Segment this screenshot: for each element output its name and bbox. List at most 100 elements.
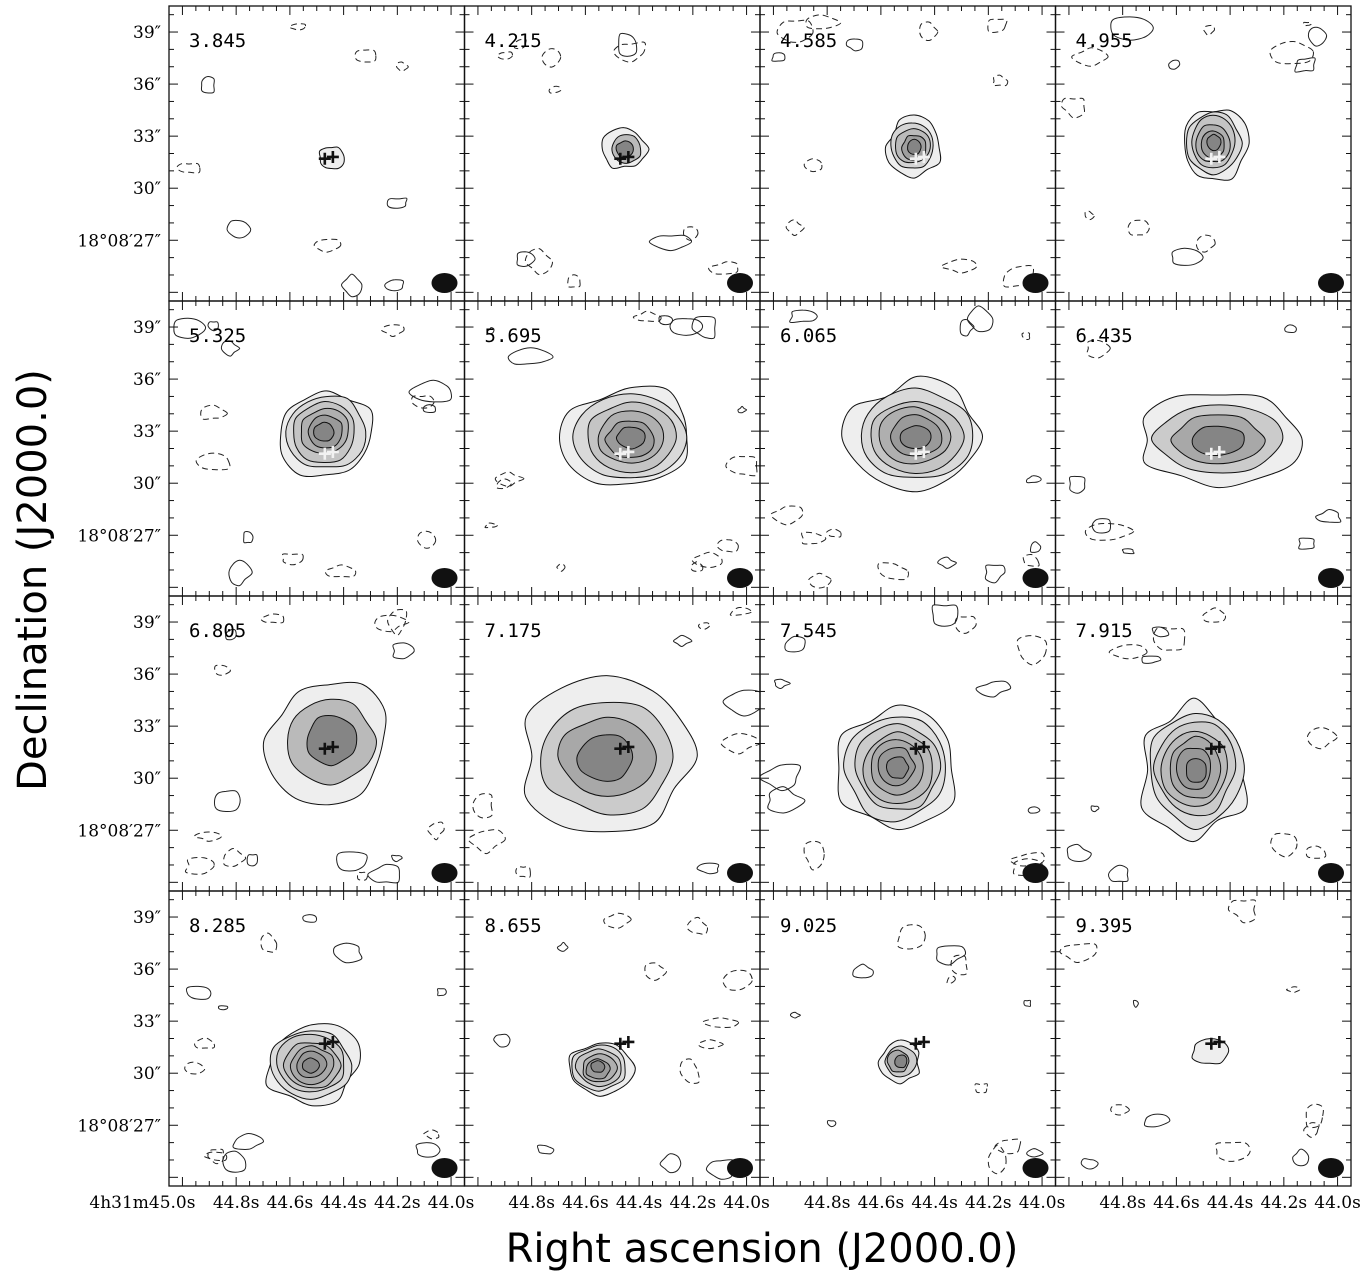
star-marker [622, 1035, 635, 1048]
noise-contour [691, 551, 723, 569]
velocity-label: 9.025 [780, 915, 837, 937]
star-marker [622, 445, 635, 458]
star-marker [318, 447, 331, 460]
noise-contour [708, 261, 739, 275]
noise-contour [618, 32, 638, 57]
noise-contour [648, 234, 693, 252]
panel-contents [484, 310, 758, 588]
emission-contour [306, 715, 358, 767]
noise-contour [507, 347, 554, 365]
noise-contour [690, 561, 704, 572]
velocity-label: 8.285 [189, 915, 246, 937]
beam-ellipse [727, 863, 753, 883]
panel-ticks [760, 6, 1056, 301]
ra-tick-label: 44.2s [1261, 1193, 1308, 1213]
noise-contour [1306, 726, 1338, 750]
ra-tick-label: 44.4s [1207, 1193, 1254, 1213]
channel-panel: 9.395 [1054, 890, 1352, 1187]
noise-contour [324, 564, 357, 578]
noise-contour [173, 317, 207, 339]
emission-contour [894, 1054, 908, 1069]
noise-contour [696, 862, 720, 875]
noise-contour [184, 1061, 206, 1075]
star-marker [622, 150, 635, 163]
noise-contour [1127, 219, 1150, 236]
star-marker [622, 740, 635, 753]
noise-contour [243, 531, 254, 544]
noise-contour [1143, 1113, 1171, 1128]
star-marker [917, 445, 930, 458]
panel-ticks [169, 891, 465, 1186]
noise-contour [193, 831, 222, 842]
panel-ticks [1055, 301, 1352, 596]
ra-tick-label: 44.0s [428, 1193, 475, 1213]
star-marker [1205, 742, 1218, 755]
panel-contents [771, 14, 1049, 293]
star-marker [614, 152, 627, 165]
channel-panel: 7.175 [463, 595, 761, 892]
noise-contour [789, 309, 818, 324]
panel-ticks [464, 596, 761, 891]
noise-contour [228, 559, 253, 587]
noise-contour [1027, 806, 1041, 814]
noise-contour [771, 52, 786, 62]
ra-tick-label: 44.2s [670, 1193, 717, 1213]
noise-contour [1151, 626, 1170, 638]
beam-ellipse [431, 568, 458, 588]
dec-tick-label: 33″ [133, 717, 161, 737]
dec-tick-labels: 39″ 36″ 33″ 30″ 18°08′27″ 39″ 36″ 33″ 30″ 18°08′2… [77, 23, 161, 1136]
noise-contour [541, 48, 562, 68]
noise-contour [659, 1153, 682, 1174]
noise-contour [260, 613, 285, 624]
panel-contents [1059, 899, 1344, 1178]
ra-tick-label: 44.6s [562, 1193, 609, 1213]
dec-tick-label: 30″ [133, 179, 161, 199]
panel-ticks [1055, 596, 1352, 891]
noise-contour [374, 614, 410, 633]
noise-contour [384, 279, 405, 292]
ra-tick-label: 44.8s [804, 1193, 851, 1213]
noise-contour [803, 158, 823, 173]
noise-contour [974, 1083, 988, 1094]
noise-contour [214, 664, 231, 676]
noise-contour [226, 219, 252, 239]
emission-contour [907, 138, 922, 155]
noise-contour [381, 324, 405, 338]
noise-contour [770, 505, 804, 526]
ra-tick-label: 44.8s [1099, 1193, 1146, 1213]
noise-contour [613, 41, 647, 63]
beam-ellipse [1022, 568, 1049, 588]
noise-contour [1270, 832, 1298, 858]
noise-contour [213, 790, 241, 813]
emission-contour [301, 1057, 321, 1074]
beam-ellipse [1022, 1158, 1049, 1178]
velocity-label: 6.065 [780, 325, 837, 347]
noise-contour [1315, 509, 1342, 523]
noise-contour [203, 1151, 228, 1162]
noise-contour [789, 1011, 801, 1019]
velocity-label: 7.545 [780, 620, 837, 642]
noise-contour [1168, 59, 1181, 70]
noise-contour [1227, 899, 1257, 924]
noise-contour [341, 273, 363, 298]
star-marker [909, 742, 922, 755]
noise-contour [536, 1144, 555, 1155]
star-marker [1205, 152, 1218, 165]
noise-contour [919, 21, 939, 42]
emission-contour [313, 421, 335, 442]
noise-contour [959, 319, 975, 337]
noise-contour [954, 615, 977, 634]
channel-panel: 8.655 [463, 890, 761, 1187]
noise-contour [1059, 943, 1098, 964]
star-marker [326, 445, 339, 458]
ra-tick-label: 44.0s [1019, 1193, 1066, 1213]
noise-contour [1086, 339, 1111, 359]
star-marker [1205, 447, 1218, 460]
noise-contour [408, 379, 453, 403]
ra-tick-label: 44.6s [267, 1193, 314, 1213]
noise-contour [1071, 47, 1109, 67]
noise-contour [200, 76, 215, 94]
star-marker [318, 1037, 331, 1050]
velocity-label: 4.955 [1076, 30, 1133, 52]
dec-tick-label: 39″ [133, 318, 161, 338]
